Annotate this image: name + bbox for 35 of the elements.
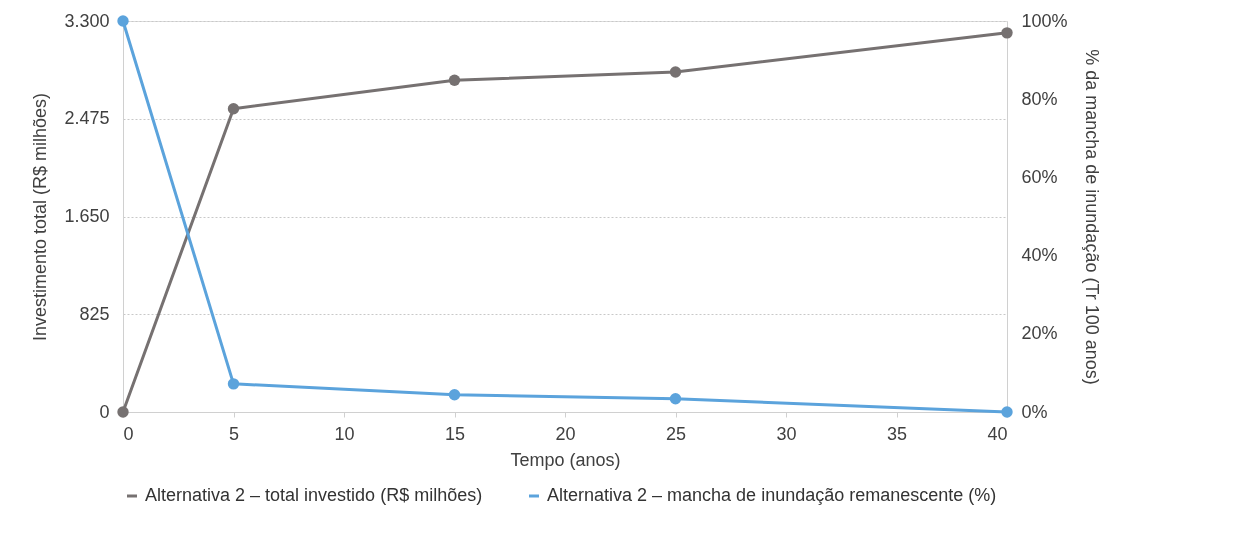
y2-axis-title: % da mancha de inundação (Tr 100 anos) [1081, 49, 1102, 385]
x-tick-label: 25 [665, 423, 687, 444]
legend-label: Alternativa 2 – mancha de inundação remanescente (%) [547, 485, 997, 505]
x-tick-label: 30 [776, 423, 797, 444]
point [1001, 406, 1013, 418]
point [448, 74, 461, 86]
x-axis-title: Tempo (anos) [510, 449, 621, 470]
y-tick-label: 3.300 [64, 10, 110, 31]
y-tick-label: 0 [99, 401, 110, 422]
y2-tick-label: 20% [1021, 323, 1058, 344]
x-tick-label: 0 [123, 423, 134, 444]
y2-tick-label: 60% [1021, 166, 1058, 187]
point [117, 406, 129, 418]
y2-tick-label: 0% [1021, 401, 1048, 422]
point [227, 378, 240, 390]
y-tick-label: 1.650 [64, 206, 110, 226]
y-tick-label: 825 [79, 303, 110, 324]
x-tick-label: 15 [444, 423, 466, 444]
point [669, 393, 682, 405]
x-tick-label: 35 [886, 423, 908, 444]
point [227, 102, 240, 115]
y2-tick-label: 100% [1021, 10, 1068, 31]
legend-label: Alternativa 2 – total investido (R$ milhões) [145, 485, 483, 505]
point [669, 66, 682, 78]
y-tick-label: 2.475 [64, 108, 110, 129]
x-tick-label: 5 [228, 423, 240, 444]
x-tick-label: 20 [555, 423, 576, 444]
y2-tick-label: 40% [1021, 245, 1058, 266]
x-tick-label: 10 [334, 423, 355, 444]
y-axis-title: Investimento total (R$ milhões) [30, 92, 51, 342]
x-tick-label: 40 [987, 423, 1008, 444]
point [117, 15, 129, 27]
y2-tick-label: 80% [1021, 88, 1058, 109]
point [1001, 27, 1013, 39]
point [448, 389, 461, 401]
